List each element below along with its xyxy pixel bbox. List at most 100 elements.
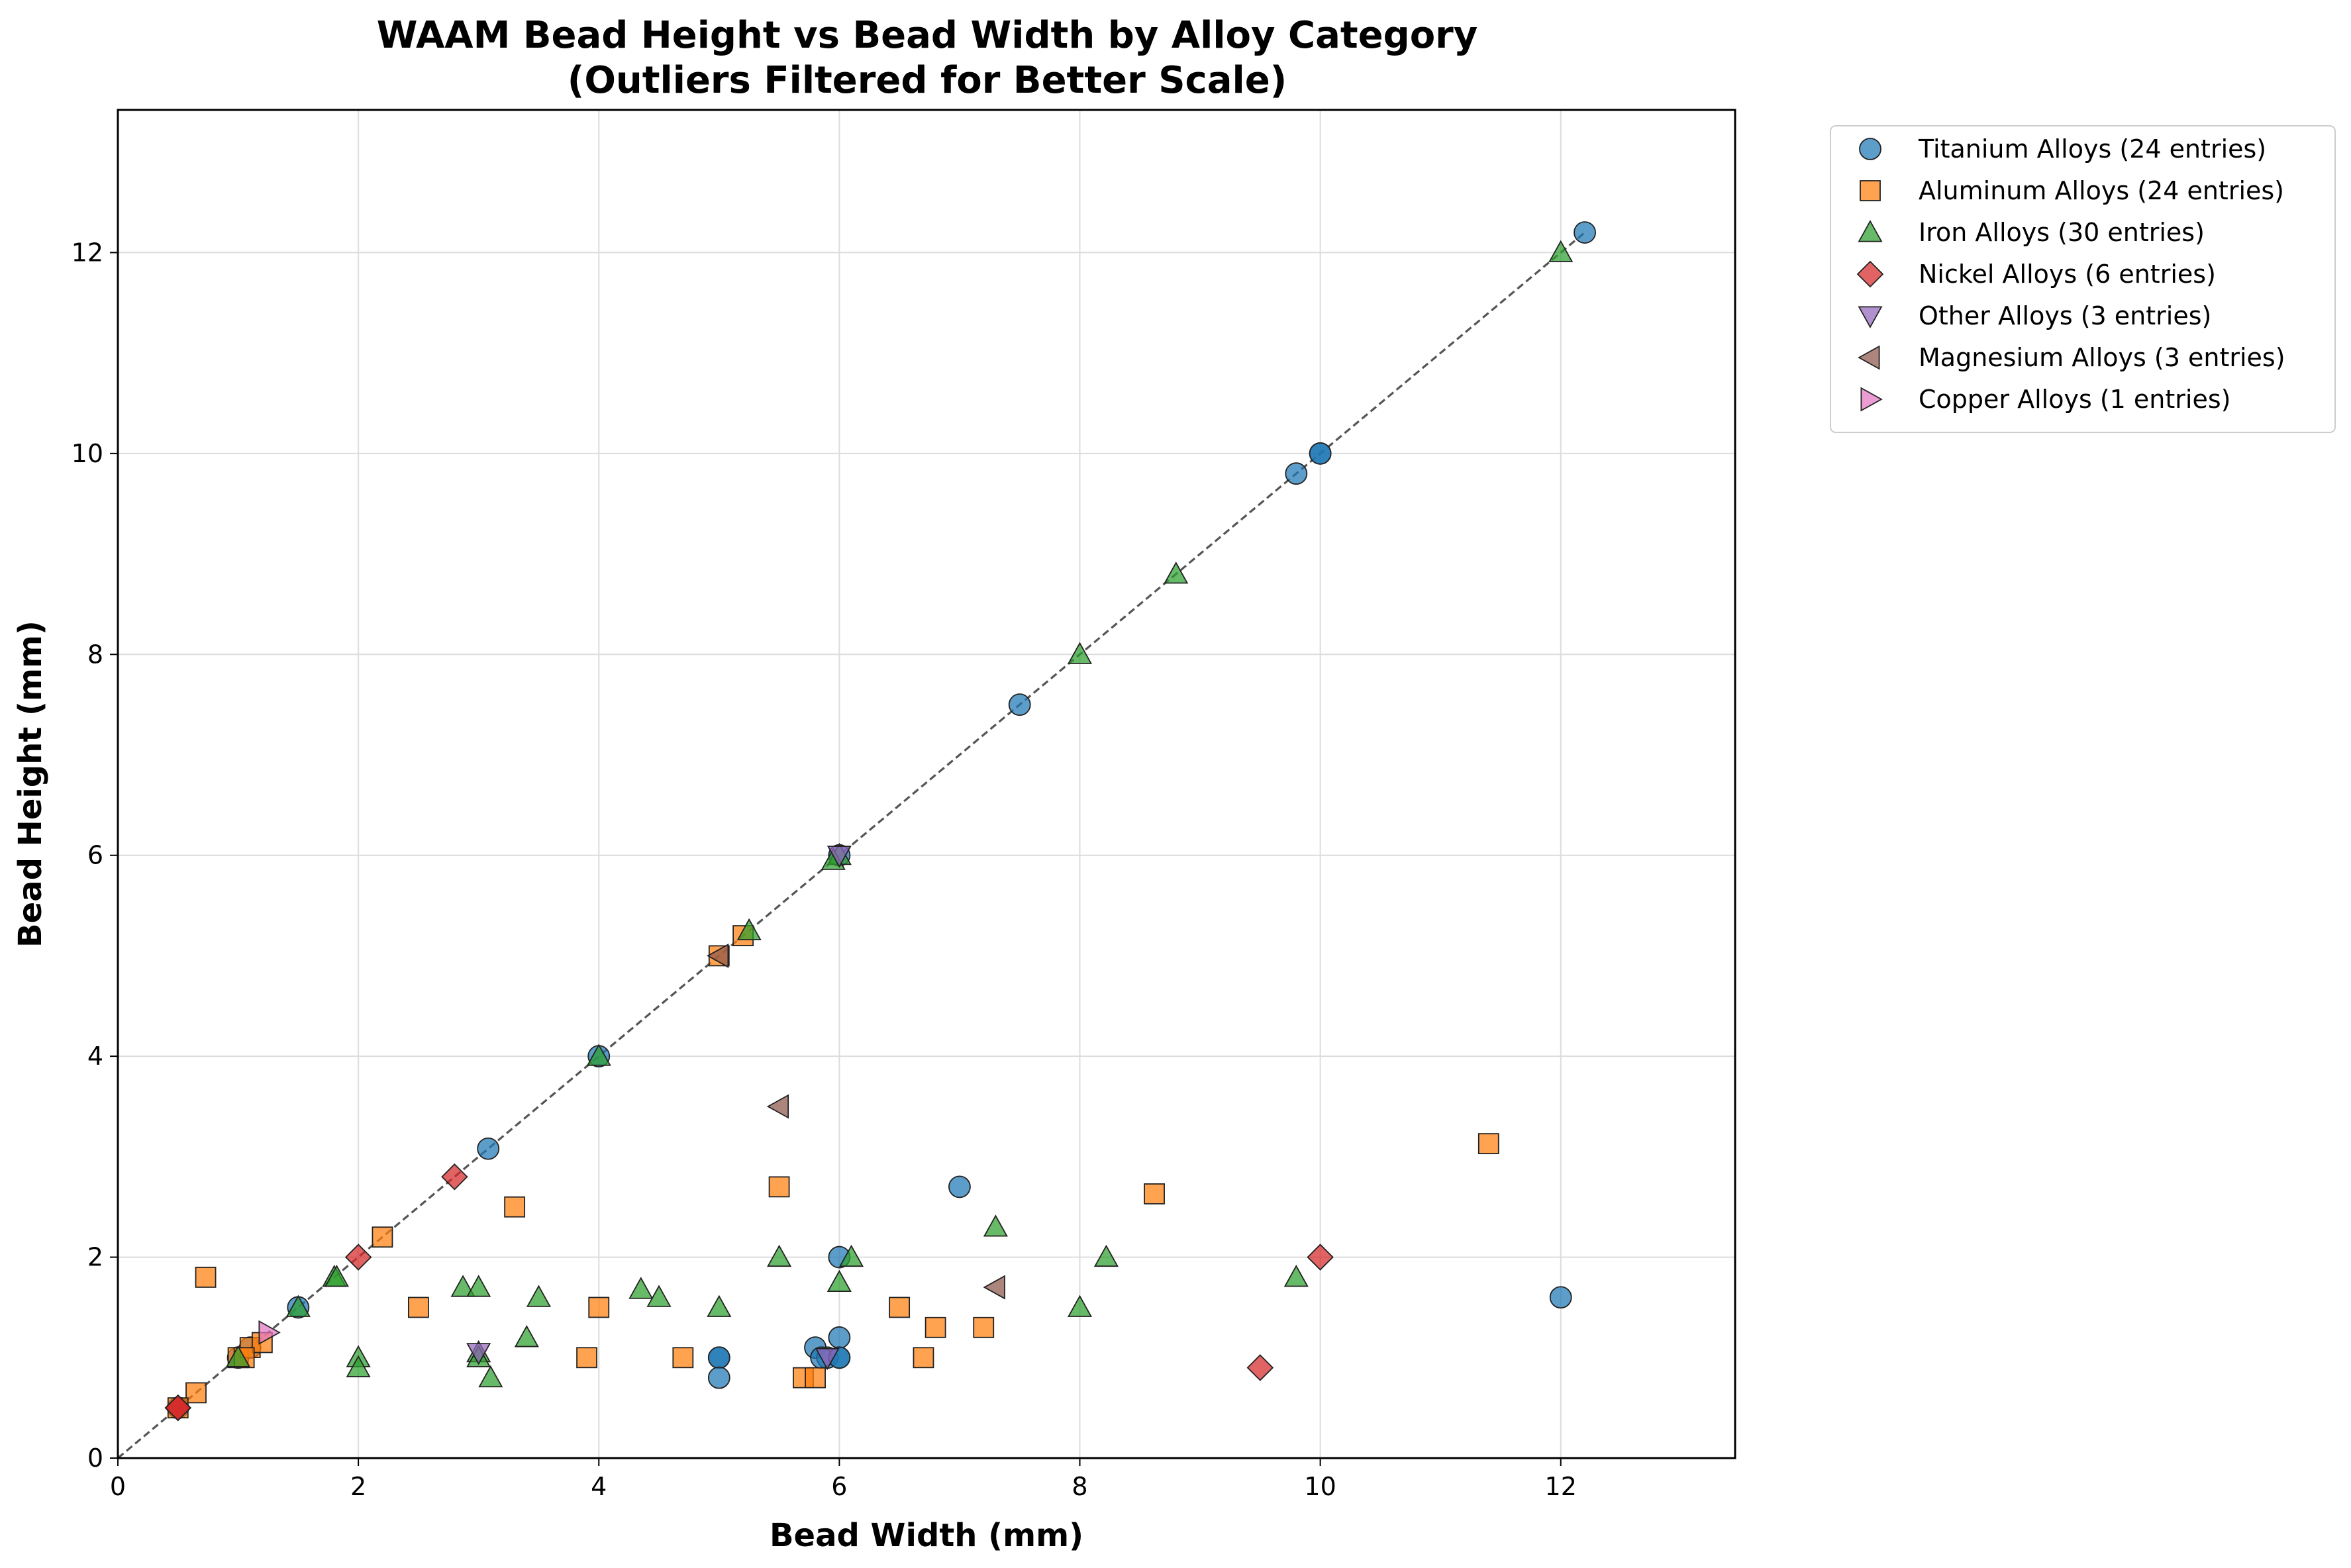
legend-marker: [1860, 387, 1883, 412]
data-point: [766, 1094, 789, 1119]
data-point: [586, 1044, 611, 1066]
legend-marker: [1858, 345, 1880, 370]
x-tick-label: 12: [1545, 1472, 1577, 1501]
data-point: [983, 1214, 1008, 1237]
data-point: [477, 1137, 500, 1160]
data-point: [1574, 221, 1596, 244]
data-point: [408, 1297, 429, 1318]
plot-frame: [117, 109, 1736, 1459]
data-point: [983, 1275, 1005, 1300]
data-point: [838, 1244, 864, 1267]
data-point: [441, 1163, 468, 1191]
legend-marker: [1858, 306, 1883, 328]
data-point: [805, 1367, 826, 1389]
data-point: [925, 1316, 946, 1338]
x-tick-label: 4: [591, 1472, 607, 1501]
data-point: [226, 1345, 251, 1367]
x-tick-label: 8: [1072, 1472, 1087, 1501]
data-point: [576, 1347, 597, 1369]
data-point: [1008, 693, 1031, 716]
data-point: [1093, 1244, 1119, 1267]
y-tick-label: 12: [72, 238, 103, 267]
data-point: [826, 1269, 852, 1293]
y-tick-label: 8: [87, 640, 103, 669]
data-point: [164, 1394, 192, 1422]
data-point: [588, 1297, 610, 1318]
data-point: [973, 1316, 995, 1338]
data-point: [889, 1297, 911, 1318]
y-tick-label: 2: [87, 1243, 103, 1272]
x-tick-label: 0: [110, 1472, 126, 1501]
data-point: [706, 943, 729, 968]
data-point: [195, 1267, 217, 1288]
series-2-points: [226, 240, 1574, 1388]
legend-entry-label: Other Alloys (3 entries): [1919, 301, 2211, 330]
data-point: [815, 1348, 840, 1371]
legend-entry-label: Iron Alloys (30 entries): [1919, 218, 2205, 247]
legend-box: [1830, 125, 2336, 433]
data-point: [1477, 1133, 1499, 1155]
data-point: [450, 1275, 475, 1297]
data-point: [1067, 642, 1093, 664]
data-point: [646, 1285, 672, 1307]
legend-entry-label: Copper Alloys (1 entries): [1919, 385, 2230, 414]
y-tick-label: 6: [87, 841, 103, 870]
series-3-points: [164, 1163, 1334, 1422]
legend: Titanium Alloys (24 entries) Aluminum All…: [1830, 125, 2336, 433]
data-point: [628, 1277, 654, 1299]
y-tick-label: 0: [87, 1444, 103, 1473]
data-points: [164, 221, 1596, 1422]
data-point: [1307, 1244, 1334, 1271]
legend-entry-label: Titanium Alloys (24 entries): [1918, 134, 2266, 164]
data-point: [1283, 1265, 1309, 1287]
data-point: [346, 1355, 371, 1377]
legend-marker: [1856, 260, 1884, 288]
legend-entry-label: Magnesium Alloys (3 entries): [1919, 343, 2285, 372]
data-point: [707, 1366, 730, 1389]
data-point: [767, 1244, 792, 1267]
data-point: [466, 1275, 491, 1297]
legend-marker: [1860, 180, 1881, 201]
x-tick-label: 2: [350, 1472, 366, 1501]
series-6-points: [258, 1320, 281, 1345]
y-tick-label: 4: [87, 1042, 103, 1071]
data-point: [514, 1325, 539, 1348]
data-point: [707, 1346, 730, 1369]
axes: 0 2 4 6 8 10 12 0 2 4 6 8 10 12: [72, 238, 1577, 1501]
data-point: [466, 1343, 491, 1365]
data-point: [1067, 1295, 1093, 1317]
data-point: [672, 1347, 694, 1369]
data-point: [258, 1320, 281, 1345]
data-point: [1246, 1354, 1274, 1381]
legend-marker: [1858, 220, 1883, 242]
data-point: [285, 1295, 311, 1317]
data-point: [1164, 562, 1189, 584]
chart-title-line-1: WAAM Bead Height vs Bead Width by Alloy …: [377, 14, 1478, 57]
chart-title-line-2: (Outliers Filtered for Better Scale): [568, 59, 1287, 102]
data-point: [1309, 442, 1332, 465]
x-tick-label: 6: [831, 1472, 847, 1501]
data-point: [826, 846, 852, 868]
data-point: [948, 1175, 971, 1199]
series-5-points: [706, 943, 1005, 1300]
data-point: [1549, 1286, 1572, 1309]
data-point: [828, 1326, 851, 1349]
data-point: [344, 1244, 372, 1271]
data-point: [707, 1295, 732, 1317]
data-point: [324, 1265, 349, 1287]
data-point: [913, 1347, 934, 1369]
data-point: [1144, 1183, 1165, 1204]
data-point: [185, 1382, 207, 1404]
legend-marker: [1859, 138, 1881, 160]
data-point: [768, 1176, 790, 1198]
data-point: [1548, 240, 1574, 262]
data-point: [736, 918, 762, 941]
data-point: [478, 1365, 503, 1388]
legend-entry-label: Aluminum Alloys (24 entries): [1919, 176, 2284, 205]
x-tick-label: 10: [1304, 1472, 1336, 1501]
legend-entry-label: Nickel Alloys (6 entries): [1919, 260, 2216, 289]
data-point: [504, 1196, 526, 1218]
data-point: [526, 1285, 551, 1307]
y-tick-label: 10: [72, 439, 103, 468]
